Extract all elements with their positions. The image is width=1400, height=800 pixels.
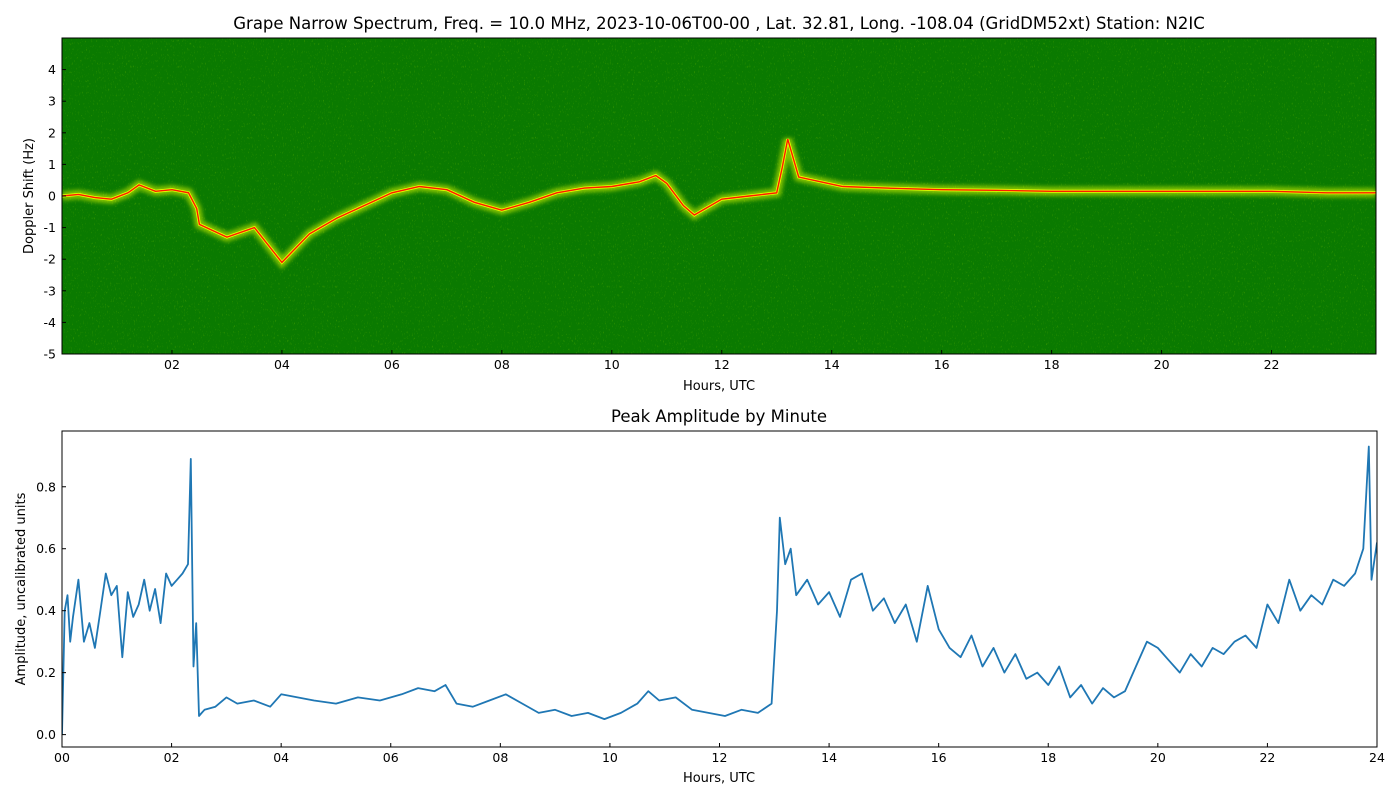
amplitude-title: Peak Amplitude by Minute xyxy=(611,407,827,426)
amplitude-xlabel: Hours, UTC xyxy=(683,771,755,786)
spectrogram-y-tick-label: -3 xyxy=(44,283,56,298)
spectrogram-panel: Grape Narrow Spectrum, Freq. = 10.0 MHz,… xyxy=(22,14,1377,394)
amplitude-x-tick-label: 06 xyxy=(383,750,399,765)
spectrogram-x-tick-label: 06 xyxy=(384,357,400,372)
amplitude-panel: Peak Amplitude by Minute 00 02 04 06 08 10 12 1… xyxy=(14,407,1385,786)
spectrogram-x-tick-label: 16 xyxy=(934,357,950,372)
spectrogram-x-tick-label: 04 xyxy=(274,357,290,372)
spectrogram-y-tick-label: 1 xyxy=(48,157,56,172)
amplitude-y-tick-label: 0.4 xyxy=(36,603,56,618)
amplitude-y-ticks: 0.0 0.2 0.4 0.6 0.8 xyxy=(36,479,66,742)
amplitude-x-tick-label: 08 xyxy=(492,750,508,765)
spectrogram-y-tick-label: 3 xyxy=(48,94,56,109)
spectrogram-x-tick-label: 14 xyxy=(824,357,840,372)
amplitude-plot-area xyxy=(62,431,1377,747)
doppler-trace-peak xyxy=(62,138,1376,264)
amplitude-x-tick-label: 18 xyxy=(1040,750,1056,765)
amplitude-ylabel: Amplitude, uncalibrated units xyxy=(14,492,29,685)
amplitude-x-ticks: 00 02 04 06 08 10 12 14 16 18 20 22 24 xyxy=(54,743,1385,765)
amplitude-x-tick-label: 22 xyxy=(1259,750,1275,765)
spectrogram-y-tick-label: -4 xyxy=(44,315,57,330)
amplitude-x-tick-label: 02 xyxy=(164,750,180,765)
spectrogram-x-tick-label: 20 xyxy=(1154,357,1170,372)
amplitude-x-tick-label: 16 xyxy=(931,750,947,765)
amplitude-x-tick-label: 12 xyxy=(712,750,728,765)
amplitude-y-tick-label: 0.8 xyxy=(36,479,56,494)
amplitude-y-tick-label: 0.2 xyxy=(36,665,56,680)
amplitude-line xyxy=(62,445,1377,735)
spectrogram-y-ticks: -5 -4 -3 -2 -1 0 1 2 3 4 xyxy=(44,62,66,362)
spectrogram-x-tick-label: 08 xyxy=(494,357,510,372)
spectrogram-title: Grape Narrow Spectrum, Freq. = 10.0 MHz,… xyxy=(233,14,1204,33)
spectrogram-y-tick-label: 0 xyxy=(48,189,56,204)
amplitude-y-tick-label: 0.0 xyxy=(36,727,56,742)
amplitude-x-tick-label: 24 xyxy=(1369,750,1385,765)
spectrogram-plot-area xyxy=(62,38,1376,354)
amplitude-x-tick-label: 20 xyxy=(1150,750,1166,765)
spectrogram-y-tick-label: -2 xyxy=(44,252,56,267)
spectrogram-x-tick-label: 10 xyxy=(604,357,620,372)
spectrogram-x-tick-label: 02 xyxy=(164,357,180,372)
doppler-trace xyxy=(62,137,1376,270)
amplitude-y-tick-label: 0.6 xyxy=(36,541,56,556)
spectrogram-y-tick-label: -5 xyxy=(44,347,56,362)
spectrogram-y-tick-label: -1 xyxy=(44,220,56,235)
spectrogram-y-tick-label: 4 xyxy=(48,62,56,77)
spectrogram-x-ticks: 02 04 06 08 10 12 14 16 18 20 22 xyxy=(164,350,1279,372)
amplitude-x-tick-label: 14 xyxy=(821,750,837,765)
amplitude-x-tick-label: 00 xyxy=(54,750,70,765)
spectrogram-y-tick-label: 2 xyxy=(48,125,56,140)
amplitude-x-tick-label: 10 xyxy=(602,750,618,765)
spectrogram-x-tick-label: 18 xyxy=(1044,357,1060,372)
spectrogram-x-tick-label: 12 xyxy=(714,357,730,372)
spectrogram-ylabel: Doppler Shift (Hz) xyxy=(22,138,37,254)
amplitude-x-tick-label: 04 xyxy=(273,750,289,765)
spectrogram-xlabel: Hours, UTC xyxy=(683,379,755,394)
spectrogram-x-tick-label: 22 xyxy=(1264,357,1280,372)
